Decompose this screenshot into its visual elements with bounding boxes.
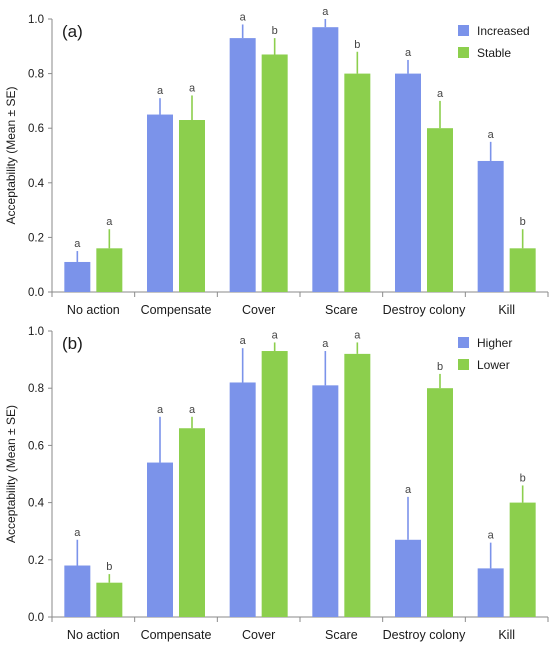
y-tick-label: 0.0	[28, 612, 44, 624]
significance-letter: a	[437, 88, 444, 100]
bar-higher	[477, 568, 504, 617]
significance-letter: a	[240, 335, 247, 347]
category-label: Kill	[498, 303, 515, 317]
bar-lower	[344, 353, 371, 617]
significance-letter: a	[157, 85, 164, 97]
significance-letter: b	[520, 472, 526, 484]
category-label: Cover	[242, 628, 275, 642]
legend-label: Lower	[477, 358, 510, 372]
bar-lower	[509, 502, 536, 617]
legend-label: Stable	[477, 46, 511, 60]
category-label: Scare	[325, 303, 358, 317]
panel-label: (a)	[62, 22, 83, 41]
legend-label: Higher	[477, 336, 512, 350]
bar-increased	[477, 160, 504, 292]
category-label: No action	[67, 303, 120, 317]
bar-increased	[312, 27, 339, 292]
y-tick-label: 0.4	[28, 498, 45, 510]
bar-higher	[147, 462, 173, 617]
bar-lower	[427, 388, 453, 617]
bar-higher	[64, 565, 91, 617]
y-tick-label: 1.0	[28, 14, 44, 26]
category-label: Compensate	[141, 303, 212, 317]
bar-higher	[229, 382, 256, 617]
y-tick-label: 0.2	[28, 232, 44, 244]
category-label: Compensate	[141, 628, 212, 642]
panel-label: (b)	[62, 334, 83, 353]
bar-stable	[344, 73, 371, 292]
bar-stable	[96, 248, 123, 292]
significance-letter: a	[272, 329, 279, 341]
bar-higher	[395, 539, 421, 617]
legend-swatch-increased	[458, 25, 469, 36]
significance-letter: b	[106, 561, 112, 573]
significance-letter: b	[437, 361, 443, 373]
bar-increased	[64, 261, 91, 292]
bar-stable	[179, 120, 205, 292]
y-tick-label: 1.0	[28, 326, 44, 338]
category-label: Scare	[325, 628, 358, 642]
category-label: Kill	[498, 628, 515, 642]
bar-higher	[312, 385, 339, 617]
legend-swatch-stable	[458, 47, 469, 58]
legend-label: Increased	[477, 24, 530, 38]
category-label: Destroy colony	[383, 303, 466, 317]
significance-letter: a	[74, 238, 81, 250]
category-label: Cover	[242, 303, 275, 317]
significance-letter: a	[405, 47, 412, 59]
y-tick-label: 0.8	[28, 69, 44, 81]
bar-stable	[261, 54, 288, 292]
category-label: Destroy colony	[383, 628, 466, 642]
significance-letter: a	[74, 527, 81, 539]
significance-letter: a	[322, 338, 329, 350]
significance-letter: a	[189, 404, 196, 416]
y-tick-label: 0.4	[28, 178, 45, 190]
significance-letter: b	[272, 25, 278, 37]
y-tick-label: 0.6	[28, 440, 44, 452]
significance-letter: b	[354, 39, 360, 51]
significance-letter: a	[106, 216, 113, 228]
bar-lower	[179, 428, 205, 617]
significance-letter: a	[322, 6, 329, 18]
bar-increased	[147, 114, 173, 292]
bar-lower	[96, 582, 123, 617]
bar-increased	[229, 38, 256, 292]
bar-stable	[509, 248, 536, 292]
significance-letter: a	[488, 530, 495, 542]
y-tick-label: 0.8	[28, 383, 44, 395]
bar-increased	[395, 73, 421, 292]
legend-swatch-higher	[458, 337, 469, 348]
y-tick-label: 0.2	[28, 555, 44, 567]
significance-letter: a	[189, 82, 196, 94]
significance-letter: a	[240, 11, 247, 23]
y-axis-label: Acceptability (Mean ± SE)	[4, 405, 18, 543]
significance-letter: a	[354, 329, 361, 341]
significance-letter: a	[488, 129, 495, 141]
significance-letter: b	[520, 216, 526, 228]
legend-swatch-lower	[458, 359, 469, 370]
y-tick-label: 0.6	[28, 123, 44, 135]
y-axis-label: Acceptability (Mean ± SE)	[4, 87, 18, 225]
significance-letter: a	[157, 404, 164, 416]
bar-lower	[261, 351, 288, 617]
bar-stable	[427, 128, 453, 292]
significance-letter: a	[405, 484, 412, 496]
category-label: No action	[67, 628, 120, 642]
y-tick-label: 0.0	[28, 287, 44, 299]
